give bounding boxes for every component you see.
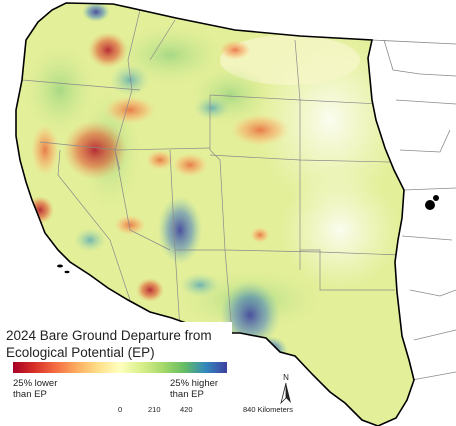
legend-high-label: 25% higher than EP bbox=[170, 378, 219, 400]
legend-title: 2024 Bare Ground Departure from Ecologic… bbox=[6, 328, 212, 360]
eastern-states bbox=[371, 39, 456, 381]
color-ramp bbox=[13, 362, 227, 373]
scale-bar: 0 210 420 840 Kilometers bbox=[118, 405, 418, 425]
legend-low-label: 25% lower than EP bbox=[13, 378, 58, 400]
north-arrow-icon: N bbox=[280, 373, 291, 405]
north-label: N bbox=[283, 373, 289, 382]
scale-tick-0: 0 bbox=[118, 405, 123, 414]
scale-tick-1: 210 bbox=[148, 405, 161, 414]
legend-background bbox=[0, 322, 232, 426]
islands bbox=[57, 195, 439, 274]
scale-tick-3: 840 Kilometers bbox=[243, 405, 294, 414]
west-boundary bbox=[15, 2, 415, 426]
scale-tick-2: 420 bbox=[180, 405, 193, 414]
